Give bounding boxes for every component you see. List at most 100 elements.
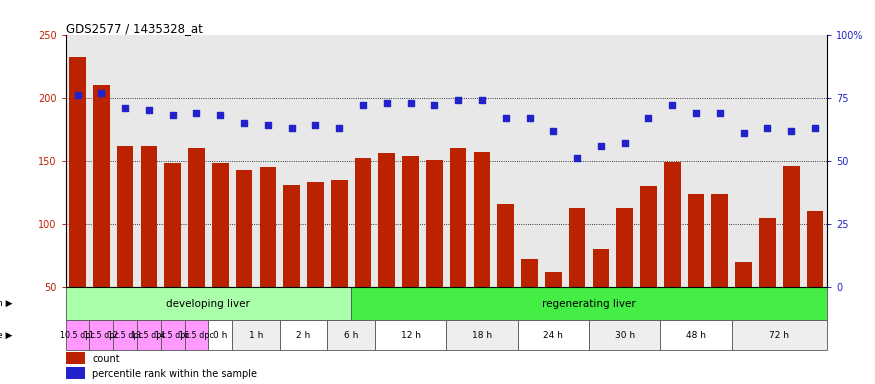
Text: 48 h: 48 h <box>686 331 706 340</box>
Point <box>261 122 275 129</box>
Point <box>214 112 228 118</box>
Text: 30 h: 30 h <box>614 331 634 340</box>
Bar <box>69 57 86 350</box>
Bar <box>66 320 89 350</box>
Text: time ▶: time ▶ <box>0 331 12 340</box>
Point <box>594 142 608 149</box>
Text: 2 h: 2 h <box>297 331 311 340</box>
Point <box>452 97 466 103</box>
Point <box>665 102 679 108</box>
Point <box>499 115 513 121</box>
Bar <box>141 146 158 350</box>
Bar <box>93 85 109 350</box>
Point <box>356 102 370 108</box>
Point <box>618 140 632 146</box>
Bar <box>589 320 661 350</box>
Text: GDS2577 / 1435328_at: GDS2577 / 1435328_at <box>66 22 202 35</box>
Text: specimen ▶: specimen ▶ <box>0 299 12 308</box>
Point <box>284 125 298 131</box>
Bar <box>735 262 752 350</box>
Point <box>641 115 655 121</box>
Bar <box>89 320 113 350</box>
Text: 14.5 dpc: 14.5 dpc <box>155 331 190 340</box>
Text: regenerating liver: regenerating liver <box>542 299 636 309</box>
Bar <box>113 320 137 350</box>
Point <box>237 120 251 126</box>
Text: 10.5 dpc: 10.5 dpc <box>60 331 95 340</box>
Text: 72 h: 72 h <box>769 331 789 340</box>
Bar <box>522 259 538 350</box>
Bar <box>616 207 633 350</box>
Text: 11.5 dpc: 11.5 dpc <box>84 331 119 340</box>
Bar <box>711 194 728 350</box>
Bar <box>331 180 347 350</box>
Bar <box>66 352 85 364</box>
Text: 1 h: 1 h <box>248 331 263 340</box>
Bar <box>426 159 443 350</box>
Bar <box>473 152 490 350</box>
Bar <box>354 158 371 350</box>
Bar <box>66 287 351 320</box>
Bar <box>379 153 396 350</box>
Point <box>713 110 727 116</box>
Text: count: count <box>92 354 120 364</box>
Point <box>118 105 132 111</box>
Bar <box>188 148 205 350</box>
Bar <box>661 320 732 350</box>
Bar <box>161 320 185 350</box>
Bar <box>284 185 300 350</box>
Bar <box>185 320 208 350</box>
Text: 24 h: 24 h <box>543 331 564 340</box>
Point <box>308 122 322 129</box>
Bar <box>260 167 276 350</box>
Point <box>522 115 536 121</box>
Bar <box>402 156 419 350</box>
Bar <box>664 162 681 350</box>
Bar <box>327 320 374 350</box>
Bar <box>783 166 800 350</box>
Bar <box>450 148 466 350</box>
Bar <box>640 186 657 350</box>
Bar <box>212 163 228 350</box>
Bar <box>307 182 324 350</box>
Point <box>71 92 85 98</box>
Bar <box>592 249 609 350</box>
Bar <box>545 272 562 350</box>
Point <box>142 107 156 113</box>
Point <box>190 110 204 116</box>
Bar <box>235 170 252 350</box>
Text: 12.5 dpc: 12.5 dpc <box>108 331 143 340</box>
Bar <box>116 146 133 350</box>
Bar <box>208 320 232 350</box>
Point <box>808 125 822 131</box>
Bar <box>137 320 161 350</box>
Point <box>570 155 584 161</box>
Bar <box>446 320 518 350</box>
Bar <box>232 320 280 350</box>
Point <box>784 127 798 134</box>
Bar <box>374 320 446 350</box>
Text: 13.5 dpc: 13.5 dpc <box>131 331 166 340</box>
Point <box>332 125 346 131</box>
Point <box>403 100 417 106</box>
Bar <box>164 163 181 350</box>
Point <box>380 100 394 106</box>
Text: 12 h: 12 h <box>401 331 421 340</box>
Text: 16.5 dpc: 16.5 dpc <box>179 331 214 340</box>
Bar <box>351 287 827 320</box>
Point <box>737 130 751 136</box>
Point <box>427 102 441 108</box>
Text: 0 h: 0 h <box>214 331 228 340</box>
Point <box>689 110 703 116</box>
Text: percentile rank within the sample: percentile rank within the sample <box>92 369 257 379</box>
Bar <box>518 320 589 350</box>
Bar <box>732 320 827 350</box>
Bar <box>807 211 823 350</box>
Point <box>475 97 489 103</box>
Point <box>165 112 179 118</box>
Point <box>94 89 108 96</box>
Bar <box>688 194 704 350</box>
Bar <box>569 207 585 350</box>
Bar <box>280 320 327 350</box>
Text: 6 h: 6 h <box>344 331 358 340</box>
